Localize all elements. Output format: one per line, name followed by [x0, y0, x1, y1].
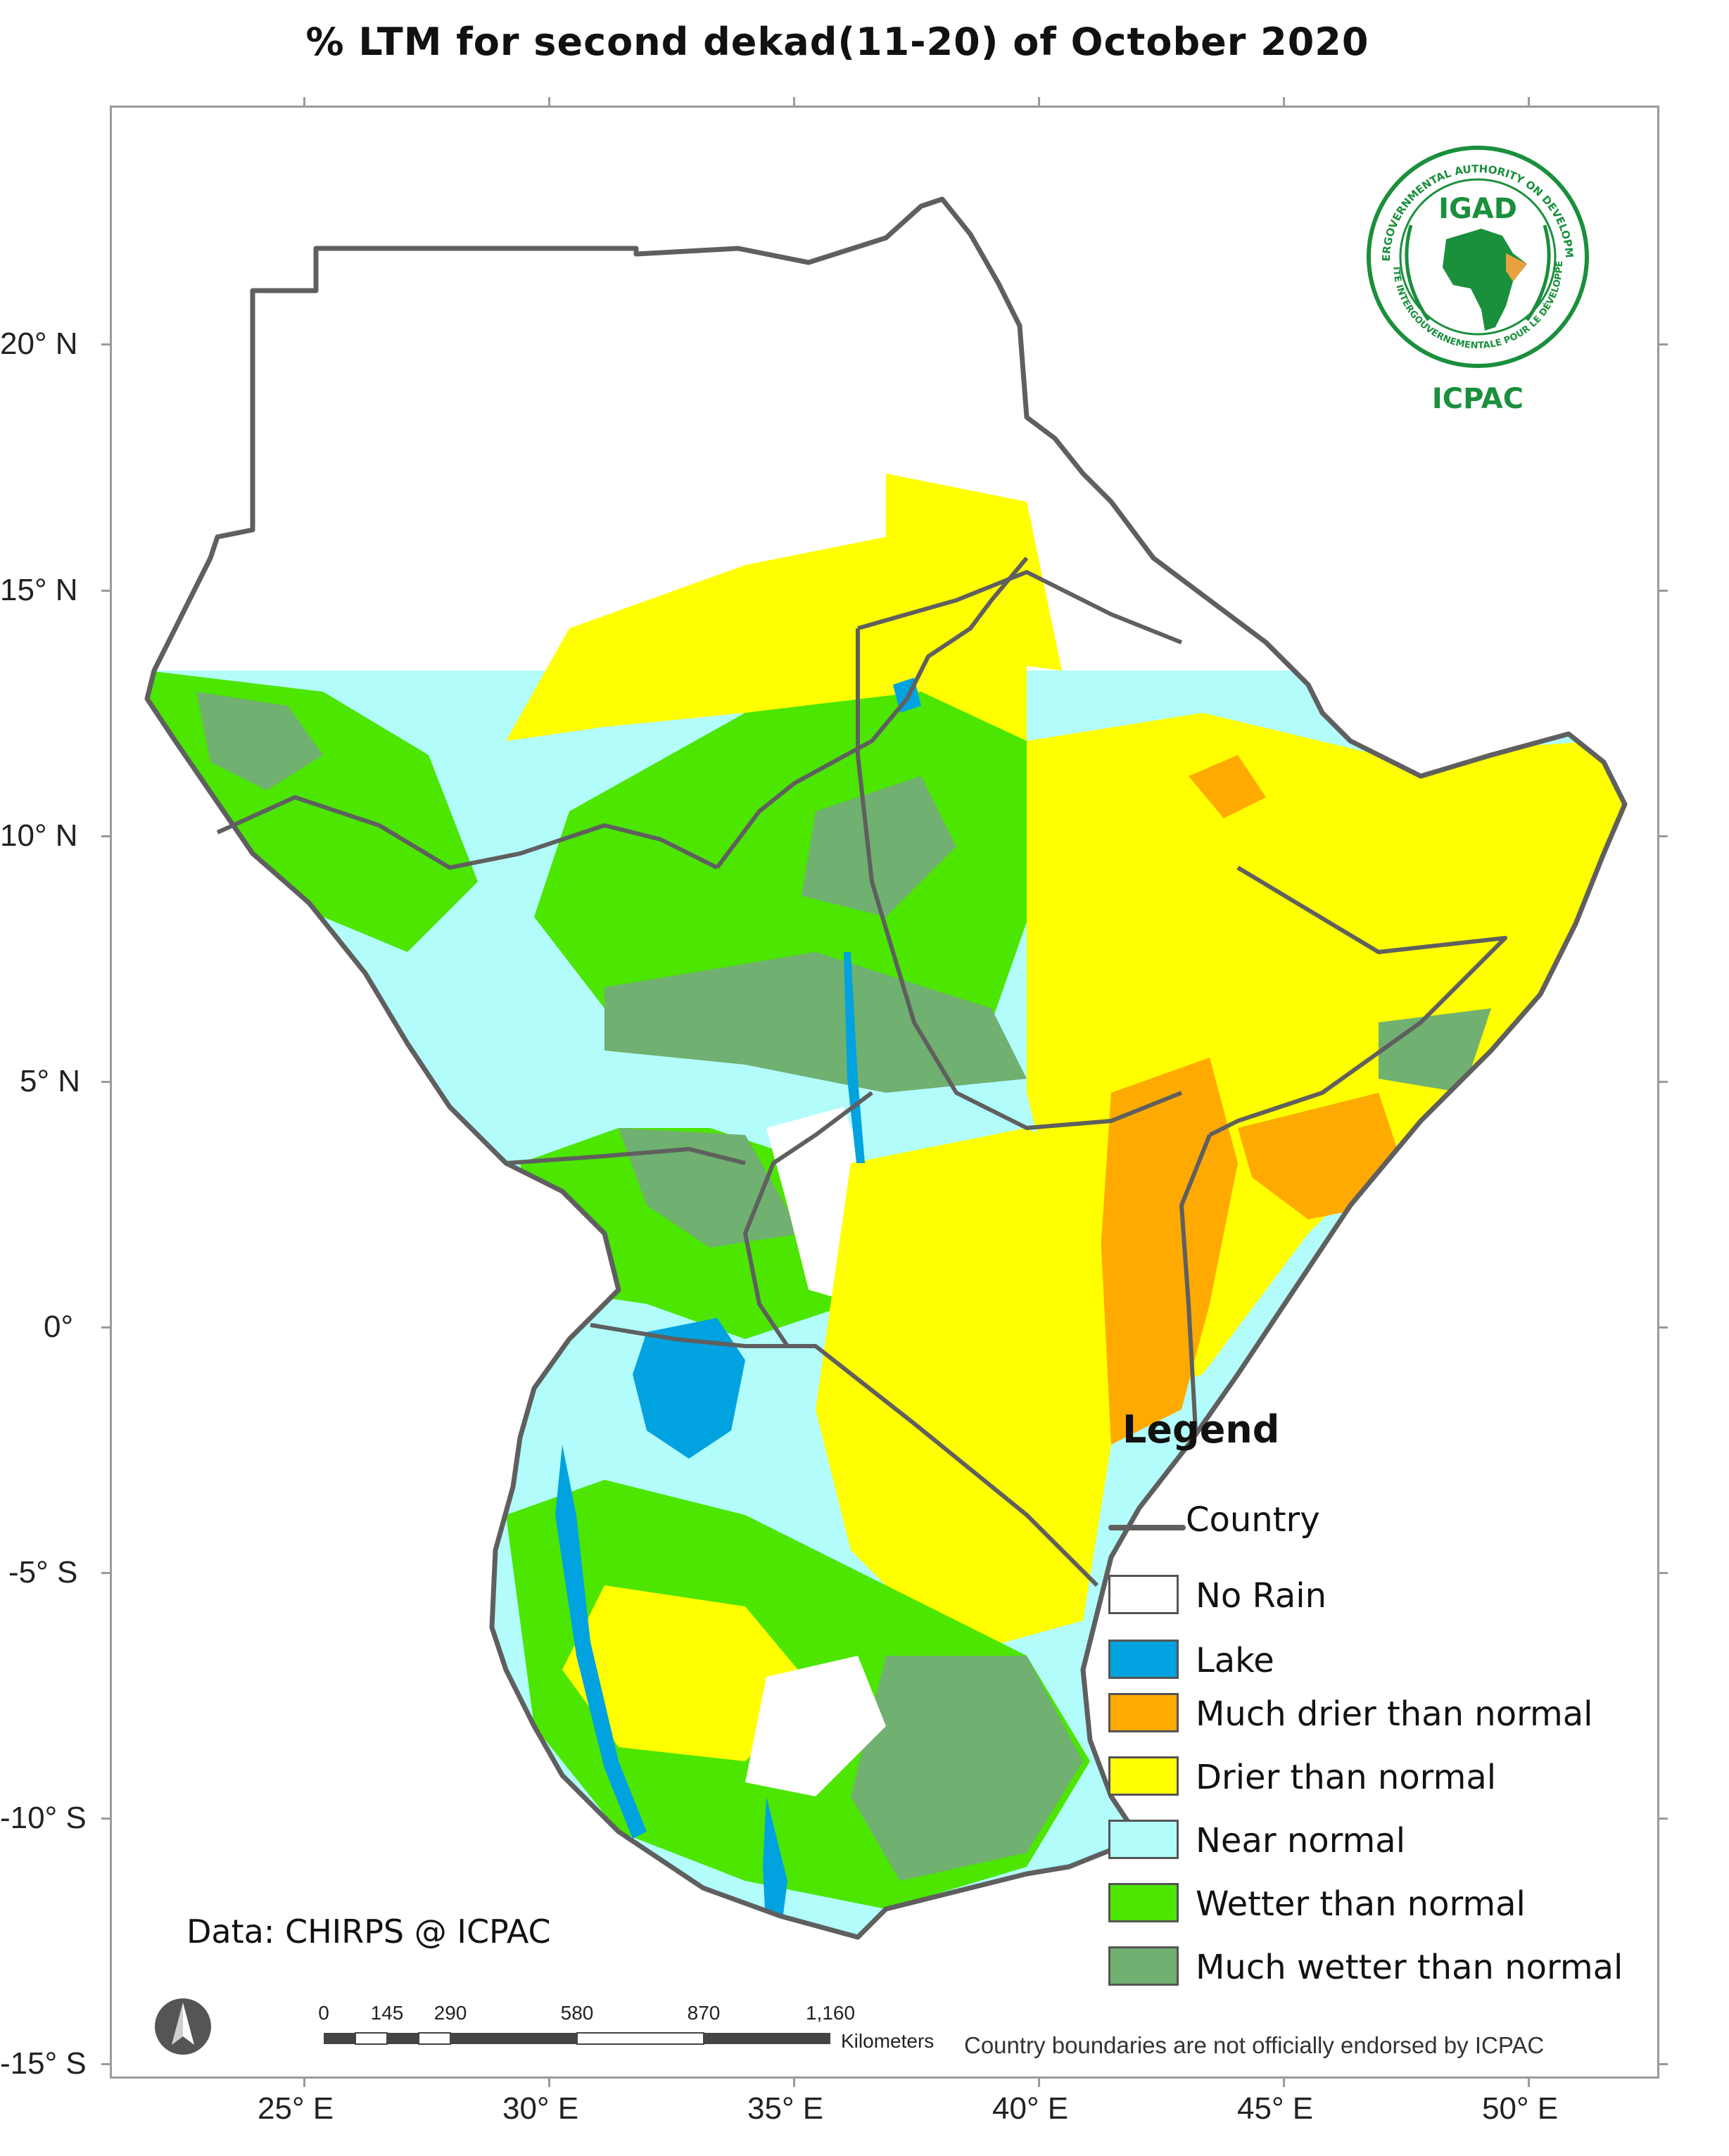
tick-25e-bottom: [303, 2077, 305, 2087]
tick-50e-top: [1528, 97, 1530, 107]
legend-swatch: [1108, 1883, 1179, 1922]
map-canvas: [144, 196, 1628, 1940]
scale-label: 0: [318, 2002, 329, 2024]
scale-bar-graphic: [324, 2032, 830, 2045]
tick-5s-left: [101, 1572, 111, 1574]
legend-row: No Rain: [1101, 1575, 1650, 1617]
tick-5n-left: [101, 1081, 111, 1083]
tick-40e-top: [1038, 97, 1040, 107]
lat-label: -15° S: [0, 2046, 87, 2081]
igad-icpac-logo: INTERGOVERNMENTAL AUTHORITY ON DEVELOPME…: [1357, 131, 1594, 422]
map-title: % LTM for second dekad(11-20) of October…: [305, 20, 1369, 64]
legend-label: Wetter than normal: [1196, 1884, 1526, 1924]
lon-label: 40° E: [992, 2091, 1069, 2126]
tick-25e-top: [303, 97, 305, 107]
legend-row: Wetter than normal: [1101, 1883, 1650, 1925]
scale-label: 870: [687, 2002, 721, 2024]
tick-45e-top: [1283, 97, 1285, 107]
legend-title: Legend: [1122, 1407, 1280, 1452]
scale-label: 1,160: [805, 2002, 856, 2024]
igad-emblem-icon: INTERGOVERNMENTAL AUTHORITY ON DEVELOPME…: [1357, 131, 1589, 415]
tick-10n-right: [1658, 835, 1668, 837]
svg-text:ICPAC: ICPAC: [1432, 383, 1524, 415]
tick-35e-bottom: [793, 2077, 795, 2087]
internal-boundaries: [216, 557, 1507, 1587]
tick-50e-bottom: [1528, 2077, 1530, 2087]
legend-row: Lake: [1101, 1640, 1650, 1682]
legend-row-country: Country: [1101, 1500, 1650, 1548]
lat-label: -5° S: [8, 1555, 78, 1590]
tick-15n-left: [101, 590, 111, 592]
legend-label: Drier than normal: [1196, 1758, 1497, 1797]
legend-label: Lake: [1196, 1641, 1274, 1680]
lon-label: 45° E: [1237, 2091, 1314, 2126]
legend-swatch: [1108, 1693, 1179, 1732]
legend-swatch: [1108, 1820, 1179, 1859]
tick-0-left: [101, 1326, 111, 1329]
lon-label: 50° E: [1482, 2091, 1559, 2126]
lake-nyasa: [763, 1796, 787, 1937]
lat-label: 10° N: [0, 818, 78, 853]
legend-row: Drier than normal: [1101, 1756, 1650, 1799]
legend: Legend Country No Rain Lake Much drier t…: [1101, 1407, 1650, 2012]
lat-label: -10° S: [0, 1801, 87, 1835]
country-line-swatch: [1108, 1525, 1186, 1530]
scale-label: 290: [433, 2002, 467, 2024]
legend-row: Much wetter than normal: [1101, 1946, 1650, 1989]
lon-label: 35° E: [747, 2091, 824, 2126]
tick-15s-right: [1658, 2063, 1668, 2065]
lat-label: 5° N: [20, 1064, 81, 1098]
scale-units: Kilometers: [841, 2030, 935, 2052]
tick-5n-right: [1658, 1081, 1668, 1083]
country-boundary-outline: [144, 196, 1628, 1940]
tick-0-right: [1658, 1326, 1668, 1329]
boundary-disclaimer: Country boundaries are not officially en…: [964, 2032, 1545, 2058]
lake-victoria: [633, 1318, 745, 1459]
legend-swatch: [1108, 1575, 1179, 1614]
legend-label: No Rain: [1196, 1576, 1326, 1616]
lake-turkana: [844, 952, 865, 1163]
legend-swatch: [1108, 1946, 1179, 1986]
legend-label: Country: [1186, 1500, 1320, 1540]
scale-label: 145: [370, 2002, 404, 2024]
lat-label: 15° N: [0, 573, 78, 607]
scale-label: 580: [560, 2002, 594, 2024]
tick-20n-right: [1658, 343, 1668, 345]
svg-text:IGAD: IGAD: [1438, 193, 1517, 225]
legend-row: Much drier than normal: [1101, 1693, 1650, 1735]
legend-label: Near normal: [1196, 1821, 1406, 1860]
legend-swatch: [1108, 1640, 1179, 1679]
legend-row: Near normal: [1101, 1820, 1650, 1862]
tick-20n-left: [101, 343, 111, 345]
legend-label: Much wetter than normal: [1196, 1948, 1623, 1987]
tick-45e-bottom: [1283, 2077, 1285, 2087]
tick-40e-bottom: [1038, 2077, 1040, 2087]
tick-30e-bottom: [548, 2077, 550, 2087]
tick-15n-right: [1658, 590, 1668, 592]
north-arrow-icon: [148, 1991, 218, 2062]
map-frame: [110, 106, 1659, 2079]
legend-swatch: [1108, 1756, 1179, 1796]
data-source-note: Data: CHIRPS @ ICPAC: [186, 1913, 551, 1951]
lake-tanganyika: [555, 1445, 647, 1839]
lon-label: 25° E: [258, 2091, 334, 2126]
scale-bar: 0 145 290 580 870 1,160 Kilometers: [318, 2002, 954, 2058]
lat-label: 20° N: [0, 326, 78, 361]
tick-10s-right: [1658, 1818, 1668, 1820]
tick-15s-left: [101, 2063, 111, 2065]
lat-label: 0°: [44, 1310, 74, 1344]
tick-30e-top: [548, 97, 550, 107]
tick-5s-right: [1658, 1572, 1668, 1574]
lon-label: 30° E: [502, 2091, 579, 2126]
tick-35e-top: [793, 97, 795, 107]
tick-10n-left: [101, 835, 111, 837]
tick-10s-left: [101, 1818, 111, 1820]
legend-label: Much drier than normal: [1196, 1694, 1593, 1734]
